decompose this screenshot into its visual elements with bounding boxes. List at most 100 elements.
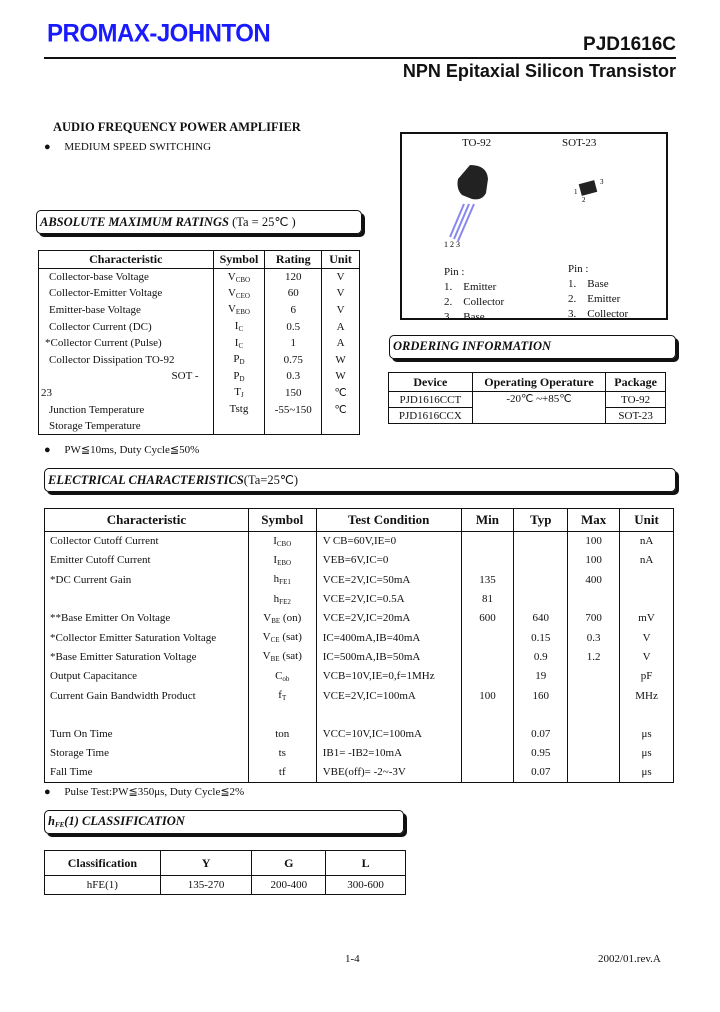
symbol-subscript: FE1 (279, 578, 291, 587)
min-cell: 600 (460, 608, 515, 628)
rating-cell (264, 417, 323, 435)
typ-cell: 160 (513, 685, 569, 706)
note-text: PW≦10ms, Duty Cycle≦50% (64, 444, 200, 456)
table-row: *Base Emitter Saturation Voltage VBE (sat… (44, 647, 674, 667)
min-cell (460, 743, 515, 764)
symbol-subscript: J (240, 391, 244, 400)
characteristic-cell: Output Capacitance (44, 666, 249, 686)
typ-cell (513, 705, 569, 725)
section-condition: (Ta=25℃) (243, 473, 299, 487)
u-cell: nA (619, 550, 674, 571)
symbol-subscript: D (239, 374, 245, 383)
page-number: 1-4 (345, 953, 360, 965)
unit-cell: W (321, 368, 360, 385)
symbol-cell: VBE (sat) (247, 647, 317, 667)
table-row: Fall Time tf VBE(off)= -2~-3V 0.07 μs (44, 763, 674, 783)
part-number: PJD1616C (583, 34, 676, 55)
characteristic-cell: Storage Time (44, 743, 249, 764)
symbol-cell: Tstg (212, 401, 266, 418)
u-cell: μs (619, 763, 674, 783)
u-cell (619, 570, 674, 590)
section-header-electrical: ELECTRICAL CHARACTERISTICS(Ta=25℃) (44, 468, 676, 492)
max-cell: 100 (567, 531, 621, 551)
symbol: V (227, 270, 236, 283)
feature-bullet: ● MEDIUM SPEED SWITCHING (44, 141, 212, 153)
symbol-suffix: (sat) (279, 631, 302, 644)
symbol: V (262, 650, 271, 663)
symbol-subscript: T (281, 694, 287, 703)
section-title: (1) CLASSIFICATION (64, 814, 185, 828)
to92-package-icon: 1 2 3 (444, 165, 488, 249)
table-row (44, 705, 674, 725)
title-h: h (48, 814, 55, 828)
test-condition-cell: VCB=10V,IE=0,f=1MHz (315, 666, 462, 686)
page-subtitle: NPN Epitaxial Silicon Transistor (402, 61, 676, 81)
min-cell (460, 647, 515, 667)
section-header-classification: hFE(1) CLASSIFICATION (44, 810, 404, 834)
symbol-cell: PD (212, 351, 266, 369)
symbol: Tstg (229, 403, 249, 416)
typ-cell (513, 531, 569, 551)
table-row: *Collector Emitter Saturation Voltage VCE… (44, 627, 674, 648)
rating-cell: 60 (264, 285, 323, 302)
table-row: Storage Time ts IB1= -IB2=10mA 0.95 μs (44, 743, 674, 764)
section-header-ordering: ORDERING INFORMATION (389, 335, 676, 359)
test-condition-cell: VBE(off)= -2~-3V (315, 763, 462, 783)
symbol-suffix: (sat) (279, 650, 302, 663)
characteristic-cell: *Collector Emitter Saturation Voltage (44, 627, 249, 648)
min-cell: 135 (460, 570, 515, 590)
symbol-cell: VBE (on) (247, 608, 317, 628)
u-cell: nA (619, 531, 674, 551)
table-row: Output Capacitance Cob VCB=10V,IE=0,f=1MHz… (44, 666, 674, 686)
characteristic-cell: *Collector Current (Pulse) (38, 334, 214, 352)
symbol: h (273, 592, 280, 605)
symbol-cell: IC (212, 334, 266, 352)
symbol: tf (278, 765, 286, 778)
characteristic-cell: *Base Emitter Saturation Voltage (44, 647, 249, 667)
max-cell (567, 763, 621, 783)
symbol-cell: Cob (247, 666, 317, 686)
symbol-cell (212, 417, 266, 435)
characteristic-cell: Storage Temperature (38, 417, 214, 435)
table-row: Collector Cutoff Current ICBO V CB=60V,IE=… (44, 531, 674, 551)
col-header: Test Condition (315, 508, 462, 532)
section-title: ELECTRICAL CHARACTERISTICS (48, 473, 244, 487)
symbol-cell: hFE2 (247, 589, 317, 609)
col-header: Symbol (247, 508, 317, 532)
pin-item: 3. Base (444, 311, 485, 323)
unit-cell (321, 417, 360, 435)
col-header: Unit (619, 508, 674, 532)
test-condition-cell: VEB=6V,IC=0 (315, 550, 462, 571)
note-text: Pulse Test:PW≦350μs, Duty Cycle≦2% (64, 786, 245, 798)
max-cell (567, 743, 621, 764)
symbol-cell: VCBO (212, 268, 266, 286)
characteristic-cell: Collector-base Voltage (38, 268, 214, 286)
feature-text: MEDIUM SPEED SWITCHING (64, 141, 212, 153)
symbol-subscript: C (238, 341, 244, 350)
pin-item: 2. Emitter (568, 293, 621, 305)
table-row: Storage Temperature (38, 417, 360, 435)
symbol: P (233, 353, 240, 366)
rating-cell: 120 (264, 268, 323, 286)
min-cell (460, 627, 515, 648)
characteristic-cell: Collector Cutoff Current (44, 531, 249, 551)
symbol: ts (278, 746, 286, 759)
table-row: *DC Current Gain hFE1 VCE=2V,IC=50mA 135 400 (44, 570, 674, 590)
col-header: Classification (44, 850, 161, 876)
characteristic-cell: Emitter-base Voltage (38, 301, 214, 319)
rating-cell: 0.75 (264, 351, 323, 369)
max-cell: 1.2 (567, 647, 621, 667)
unit-cell: W (321, 351, 360, 369)
characteristic-cell: Current Gain Bandwidth Product (44, 685, 249, 706)
u-cell (619, 589, 674, 609)
col-header: Min (460, 508, 515, 532)
u-cell: pF (619, 666, 674, 686)
symbol-cell: hFE1 (247, 570, 317, 590)
u-cell: μs (619, 743, 674, 764)
characteristic-cell: Collector-Emitter Voltage (38, 285, 214, 302)
max-cell (567, 666, 621, 686)
to92-label: TO-92 (462, 137, 492, 149)
symbol-cell: IC (212, 318, 266, 335)
u-cell: mV (619, 608, 674, 628)
pin-title: Pin : (444, 266, 465, 278)
